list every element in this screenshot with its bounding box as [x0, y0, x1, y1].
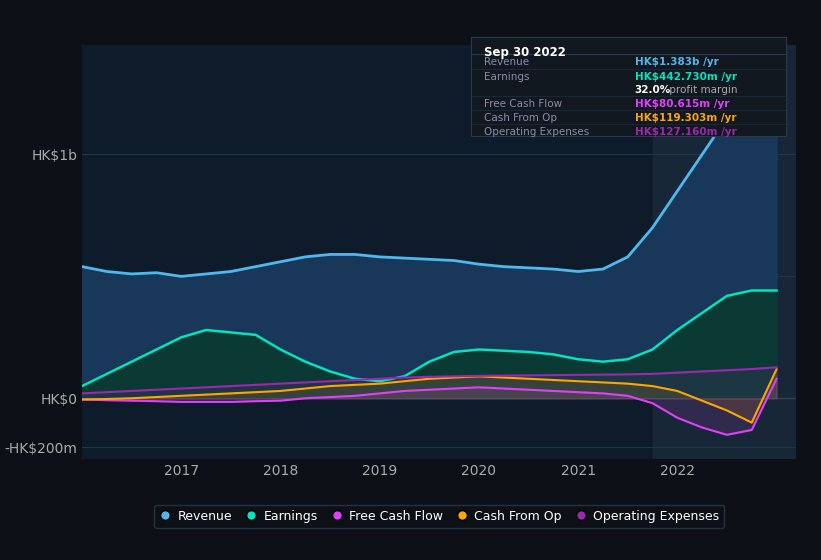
- Bar: [653, 45, 796, 459]
- Legend: Revenue, Earnings, Free Cash Flow, Cash From Op, Operating Expenses: Revenue, Earnings, Free Cash Flow, Cash …: [154, 505, 724, 528]
